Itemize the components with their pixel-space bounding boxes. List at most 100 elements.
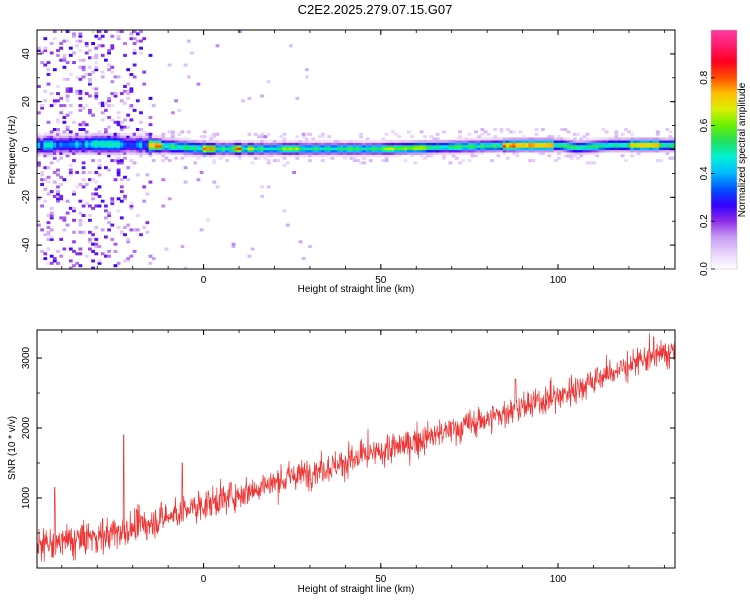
colorbar-frame xyxy=(710,29,738,270)
spectrogram-cell xyxy=(579,149,584,153)
spectrogram-cell xyxy=(515,139,520,143)
spectrogram-cell xyxy=(72,51,76,55)
spectrogram-cell xyxy=(375,151,379,155)
spectrogram-cell xyxy=(378,139,383,143)
spectrogram-cell xyxy=(142,226,147,229)
spectrogram-cell xyxy=(186,137,191,141)
spectrogram-cell xyxy=(496,142,501,146)
spectrogram-cell xyxy=(451,154,456,158)
spectrogram-cell xyxy=(119,199,124,203)
spectrogram-cell xyxy=(59,216,64,220)
spectrogram-cell xyxy=(183,166,188,170)
spectrogram-cell xyxy=(292,144,296,148)
spectrogram-cell xyxy=(84,104,89,108)
spectrogram-cell xyxy=(454,156,459,160)
spectrogram-cell xyxy=(104,139,108,143)
spectrogram-cell xyxy=(429,142,434,146)
spectrogram-cell xyxy=(225,144,229,148)
spectrogram-cell xyxy=(301,132,306,136)
spectrogram-cell xyxy=(119,216,124,220)
spectrogram-cell xyxy=(627,139,631,143)
spectrogram-cell xyxy=(461,149,466,153)
spectrogram-cell xyxy=(65,96,70,100)
spectrogram-cell xyxy=(78,96,83,100)
spectrogram-cell xyxy=(493,147,497,151)
spectrogram-cell xyxy=(665,137,670,141)
spectrogram-cell xyxy=(231,139,236,143)
spectrogram-cell xyxy=(407,139,411,143)
spectrogram-cell xyxy=(52,135,57,139)
spectrogram-cell xyxy=(196,147,201,151)
spectrogram-cell xyxy=(333,142,338,146)
spectrogram-cell xyxy=(585,137,590,141)
spectrogram-cell xyxy=(158,139,162,143)
spectrogram-cell xyxy=(46,137,51,141)
spectrogram-cell xyxy=(636,137,641,141)
spectrogram-cell xyxy=(464,147,469,151)
spectrogram-cell xyxy=(88,142,92,146)
spectrogram-cell xyxy=(349,144,354,148)
spectrogram-cell xyxy=(91,197,95,201)
spectrogram-cell xyxy=(659,147,663,151)
spectrogram-cell xyxy=(639,137,644,141)
spectrogram-cell xyxy=(384,132,389,136)
spectrogram-cell xyxy=(65,151,70,155)
spectrogram-cell xyxy=(282,209,287,213)
spectrogram-cell xyxy=(505,139,510,143)
spectrogram-cell xyxy=(643,137,647,141)
spectrogram-cell xyxy=(91,178,95,182)
spectrogram-cell xyxy=(177,142,182,146)
spectrogram-cell xyxy=(228,144,233,148)
spectrogram-cell xyxy=(474,137,478,141)
spectrogram-cell xyxy=(238,142,242,146)
spectrogram-cell xyxy=(40,149,44,153)
spectrogram-cell xyxy=(135,228,140,232)
spectrogram-cell xyxy=(537,151,542,155)
spectrogram-cell xyxy=(81,123,86,127)
spectrogram-cell xyxy=(139,137,143,141)
spectrogram-cell xyxy=(301,257,306,261)
spectrogram-cell xyxy=(139,142,143,146)
spectrogram-cell xyxy=(480,144,485,148)
spectrogram-cell xyxy=(279,142,284,146)
spectrogram-cell xyxy=(480,139,485,143)
spectrogram-cell xyxy=(119,30,124,33)
spectrogram-cell xyxy=(356,151,360,155)
spectrogram-cell xyxy=(314,149,319,153)
spectrogram-cell xyxy=(509,137,513,141)
spectrogram-cell xyxy=(518,149,523,153)
spectrogram-cell xyxy=(403,142,408,146)
spectrogram-cell xyxy=(107,228,111,232)
spectrogram-cell xyxy=(100,111,105,115)
spectrogram-cell xyxy=(56,132,60,136)
spectrogram-cell xyxy=(158,147,162,151)
spectrogram-cell xyxy=(78,211,83,215)
spectrogram-cell xyxy=(624,142,628,146)
spectrogram-cell xyxy=(49,132,54,136)
spectrogram-cell xyxy=(126,166,131,170)
spectrogram-cell xyxy=(78,132,83,136)
spectrogram-cell xyxy=(123,142,127,146)
spectrogram-cell xyxy=(649,144,654,148)
spectrogram-cell xyxy=(429,139,434,143)
spectrogram-cell xyxy=(359,144,363,148)
spectrogram-cell xyxy=(639,147,644,151)
spectrogram-cell xyxy=(448,161,453,165)
spectrogram-cell xyxy=(97,30,102,33)
spectrogram-cell xyxy=(145,135,150,139)
spectrogram-cell xyxy=(550,137,555,141)
spectrogram-cell xyxy=(588,144,593,148)
spectrogram-cell xyxy=(394,151,399,155)
spectrogram-cell xyxy=(477,149,481,153)
spectrogram-cell xyxy=(595,137,600,141)
spectrogram-cell xyxy=(148,154,153,158)
spectrogram-cell xyxy=(544,144,548,148)
spectrogram-cell xyxy=(346,142,351,146)
spectrogram-cell xyxy=(190,147,194,151)
spectrogram-cell xyxy=(75,92,80,96)
spectrogram-cell xyxy=(110,135,115,139)
spectrogram-cell xyxy=(572,144,577,148)
spectrogram-cell xyxy=(78,264,83,268)
spectrogram-cell xyxy=(668,137,673,141)
